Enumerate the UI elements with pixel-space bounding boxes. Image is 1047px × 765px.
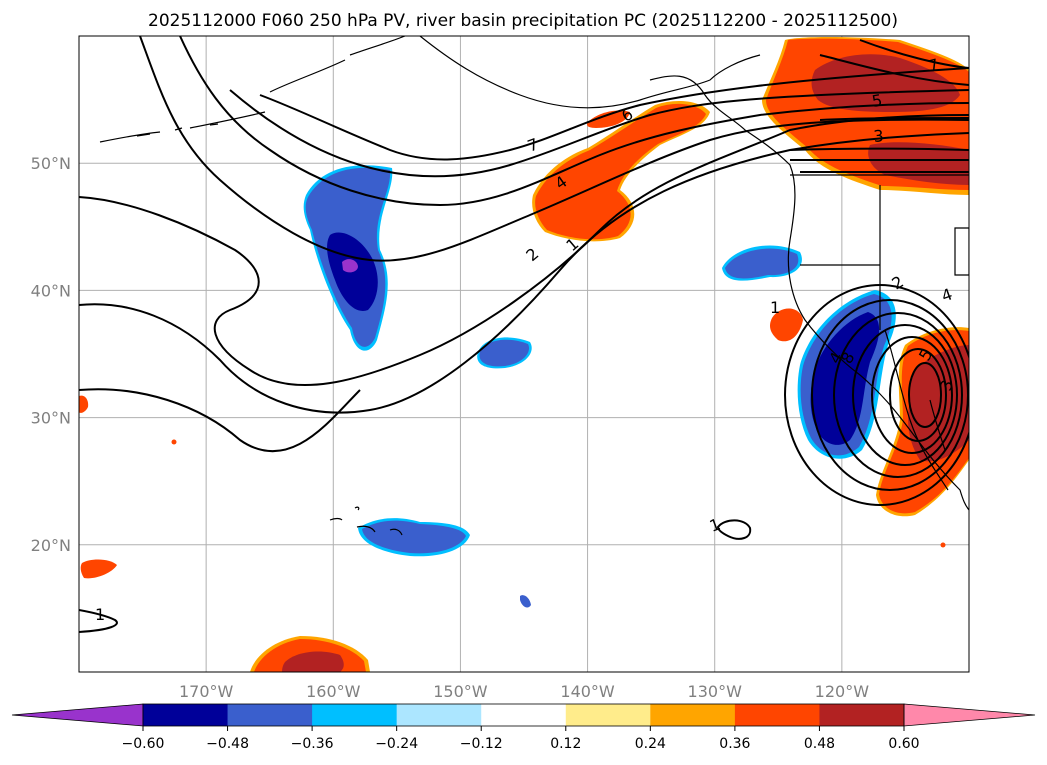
pos-anomaly-gulf-band-inner — [535, 103, 706, 240]
lon-tick-label: 150°W — [433, 682, 488, 701]
neg-anomaly-hawaii-mid — [362, 520, 466, 554]
lon-tick-label: 170°W — [179, 682, 234, 701]
pv-cutoff-3 — [833, 312, 963, 478]
neg-anomaly-oregon-mid — [725, 248, 799, 279]
colorbar-tick-label: 0.36 — [719, 736, 750, 752]
pos-anomaly-gulf-small — [586, 110, 630, 128]
pos-anomaly-dot-2 — [940, 542, 946, 548]
colorbar-segment — [650, 704, 736, 726]
pv-contour-2 — [79, 132, 969, 414]
colorbar-segment — [227, 704, 313, 726]
contour-label: 7 — [926, 55, 941, 76]
pv-cutoff-2 — [811, 299, 969, 491]
pv-contour-5 — [179, 36, 969, 207]
colorbar: −0.60 −0.48 −0.36 −0.24 −0.12 0.12 0.24 0.36 0.4… — [11, 703, 1036, 752]
pos-anomaly-west-1 — [79, 395, 89, 413]
longitude-labels: 170°W 160°W 150°W 140°W 130°W 120°W — [179, 682, 869, 701]
pv-contour-8 — [789, 117, 969, 174]
colorbar-frame — [142, 703, 905, 727]
colorbar-segment — [819, 704, 905, 726]
pos-anomaly-small-coast — [770, 308, 803, 342]
contour-label: 3 — [873, 126, 885, 146]
pv-contour-1 — [79, 114, 969, 387]
contour-label: 1 — [770, 298, 780, 317]
border-us-states — [800, 185, 969, 330]
contour-label: 7 — [525, 134, 541, 155]
neg-anomaly-central-pacific-peak — [342, 259, 358, 273]
neg-anomaly-small-1-mid — [479, 339, 530, 367]
colorbar-segment — [734, 704, 820, 726]
pv-contour-6 — [229, 89, 969, 178]
pos-anomaly-bc-core — [811, 54, 960, 112]
neg-anomaly-tiny — [520, 595, 531, 608]
colorbar-tick-label: −0.36 — [291, 736, 334, 752]
pos-anomaly-south-hawaii-core — [282, 651, 344, 672]
colorbar-tick-label: 0.12 — [550, 736, 581, 752]
neg-anomaly-california-core — [810, 312, 880, 445]
pv-small-closed — [716, 519, 752, 540]
pv-cutoff-5 — [871, 336, 953, 454]
colorbar-extend-high — [903, 703, 1036, 727]
coastline-hawaii — [329, 506, 403, 536]
colorbar-tick-label: 0.60 — [888, 736, 919, 752]
lat-tick-label: 40°N — [31, 281, 71, 300]
coastline-aleutians — [99, 36, 406, 143]
colorbar-tick-label: −0.24 — [375, 736, 418, 752]
lon-tick-label: 160°W — [306, 682, 361, 701]
lat-tick-label: 50°N — [31, 154, 71, 173]
colorbar-tick-label: −0.60 — [122, 736, 165, 752]
lon-tick-label: 140°W — [560, 682, 615, 701]
contour-label: 2 — [522, 244, 542, 265]
colorbar-tick-label: −0.12 — [460, 736, 503, 752]
contour-label: 1 — [95, 605, 105, 624]
contour-label: 4 — [939, 284, 955, 305]
latitude-labels: 20°N 30°N 40°N 50°N — [31, 154, 71, 555]
coastline-northwest — [649, 75, 969, 511]
colorbar-segment — [312, 704, 398, 726]
pos-anomaly-dot-1 — [171, 439, 177, 445]
pos-anomaly-west-2 — [80, 559, 117, 579]
pv-cutoff-6 — [889, 348, 947, 442]
pv-lower-left — [79, 609, 118, 633]
colorbar-tick-label: 0.24 — [635, 736, 666, 752]
map-frame — [78, 35, 970, 673]
lat-tick-label: 30°N — [31, 409, 71, 428]
pv-contour-7 — [259, 67, 969, 161]
colorbar-segment — [143, 704, 229, 726]
colorbar-tick-label: −0.48 — [206, 736, 249, 752]
colorbar-segment — [565, 704, 651, 726]
colorbar-extend-low — [11, 703, 144, 727]
coastline-alaska-gulf — [419, 36, 761, 109]
pv-contour-4 — [139, 36, 969, 262]
coastlines — [99, 36, 969, 536]
colorbar-tick-label: 0.48 — [804, 736, 835, 752]
pv-cutoff-1 — [784, 284, 969, 506]
map-area: 1 2 4 6 7 7 5 3 2 4 5 3 4 8 1 1 1 — [79, 36, 969, 672]
lat-tick-label: 20°N — [31, 536, 71, 555]
pv-cutoff-7 — [908, 362, 942, 428]
lon-tick-label: 130°W — [688, 682, 743, 701]
colorbar-segment — [396, 704, 482, 726]
contour-label: 5 — [870, 90, 883, 110]
colorbar-segment — [481, 704, 567, 726]
lon-tick-label: 120°W — [815, 682, 870, 701]
pv-contours — [79, 36, 969, 633]
pos-anomaly-bc-core2 — [868, 142, 969, 185]
pv-cutoff-4 — [852, 324, 958, 466]
chart-title: 2025112000 F060 250 hPa PV, river basin … — [148, 11, 898, 31]
pv-contour-upper-right — [819, 39, 969, 86]
pv-contour-3 — [79, 388, 361, 453]
